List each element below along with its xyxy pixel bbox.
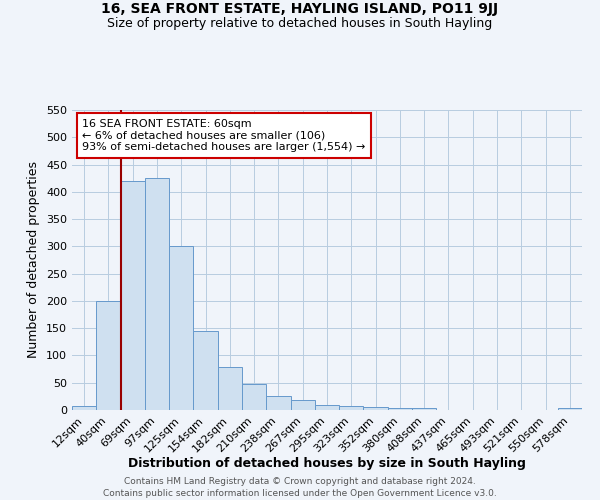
Bar <box>193 331 218 410</box>
Bar <box>315 404 339 410</box>
Text: 16, SEA FRONT ESTATE, HAYLING ISLAND, PO11 9JJ: 16, SEA FRONT ESTATE, HAYLING ISLAND, PO… <box>101 2 499 16</box>
Text: Contains public sector information licensed under the Open Government Licence v3: Contains public sector information licen… <box>103 489 497 498</box>
Text: 16 SEA FRONT ESTATE: 60sqm
← 6% of detached houses are smaller (106)
93% of semi: 16 SEA FRONT ESTATE: 60sqm ← 6% of detac… <box>82 119 365 152</box>
Text: Contains HM Land Registry data © Crown copyright and database right 2024.: Contains HM Land Registry data © Crown c… <box>124 478 476 486</box>
Bar <box>96 301 121 410</box>
Text: Size of property relative to detached houses in South Hayling: Size of property relative to detached ho… <box>107 18 493 30</box>
Bar <box>266 396 290 410</box>
Bar <box>412 408 436 410</box>
Bar <box>242 384 266 410</box>
Text: Distribution of detached houses by size in South Hayling: Distribution of detached houses by size … <box>128 458 526 470</box>
Bar <box>364 408 388 410</box>
Bar <box>558 408 582 410</box>
Bar <box>388 408 412 410</box>
Bar <box>72 406 96 410</box>
Bar <box>145 178 169 410</box>
Bar <box>290 400 315 410</box>
Y-axis label: Number of detached properties: Number of detached properties <box>28 162 40 358</box>
Bar <box>121 181 145 410</box>
Bar <box>218 368 242 410</box>
Bar <box>169 246 193 410</box>
Bar <box>339 406 364 410</box>
